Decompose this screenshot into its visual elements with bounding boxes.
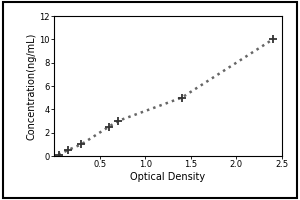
X-axis label: Optical Density: Optical Density — [130, 172, 206, 182]
Y-axis label: Concentration(ng/mL): Concentration(ng/mL) — [27, 32, 37, 140]
